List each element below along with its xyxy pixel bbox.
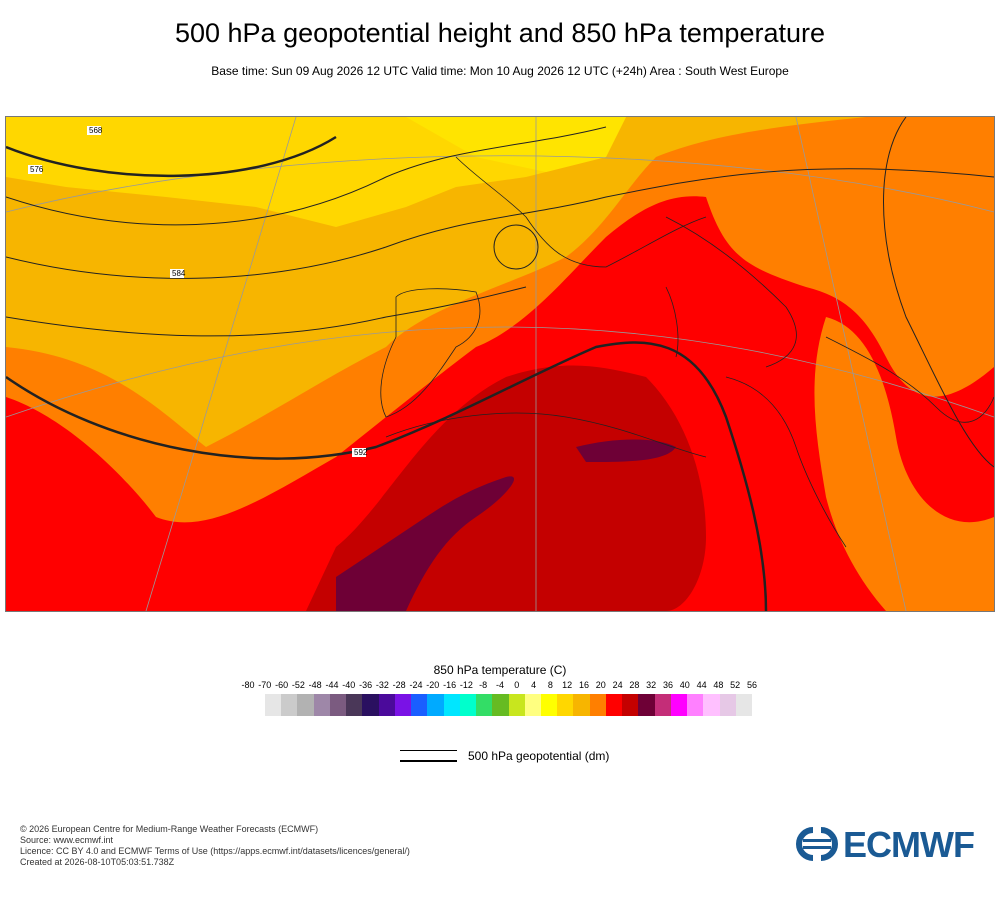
colorbar-tick-label: -40 [342, 680, 356, 690]
contour-label-584: 584 [172, 269, 186, 278]
colorbar-swatch [573, 694, 590, 716]
colorbar-swatch [265, 694, 282, 716]
low-contour [493, 224, 539, 270]
footer: © 2026 European Centre for Medium-Range … [20, 824, 410, 868]
colorbar-tick-label: 4 [531, 680, 537, 690]
colorbar-swatch [459, 694, 477, 716]
colorbar-swatch [589, 694, 606, 716]
colorbar-swatch [411, 694, 428, 716]
colorbar-tick-label: 12 [562, 680, 573, 690]
colorbar-swatch [605, 694, 623, 716]
footer-created: Created at 2026-08-10T05:03:51.738Z [20, 857, 175, 867]
colorbar-tick-label: 40 [679, 680, 690, 690]
graticule [6, 117, 994, 611]
colorbar-tick-label: 24 [612, 680, 623, 690]
footer-source: Source: www.ecmwf.int [20, 835, 114, 845]
colorbar-swatch [346, 694, 363, 716]
colorbar-swatch [329, 694, 347, 716]
colorbar-swatch [508, 694, 525, 716]
ecmwf-logo-text: ECMWF [843, 824, 975, 865]
colorbar-swatch [281, 694, 298, 716]
colorbar-tick-label: 16 [578, 680, 590, 690]
colorbar-swatch [427, 694, 444, 716]
colorbar-tick-label: 36 [662, 680, 674, 690]
colorbar-tick-label: -20 [426, 680, 440, 690]
geopotential-contours [6, 117, 994, 611]
colorbar-tick-label: 56 [746, 680, 758, 690]
colorbar-tick-label: -8 [479, 680, 488, 690]
colorbar-tick-label: 28 [629, 680, 640, 690]
ecmwf-logo-icon [796, 827, 838, 861]
colorbar-tick-label: -16 [443, 680, 457, 690]
colorbar-tick-label: -60 [275, 680, 289, 690]
colorbar-swatch [524, 694, 541, 716]
temp-fill-20-east [814, 317, 994, 611]
colorbar-tick-label: 32 [646, 680, 657, 690]
colorbar-tick-label: -12 [459, 680, 473, 690]
chart-title: 500 hPa geopotential height and 850 hPa … [174, 18, 825, 48]
colorbar-tick-label: -52 [291, 680, 305, 690]
colorbar-swatch [362, 694, 379, 716]
temp-fill-32a [336, 476, 515, 611]
colorbar-tick-label: 0 [514, 680, 520, 690]
colorbar-swatch [476, 694, 493, 716]
colorbar-swatch [492, 694, 509, 716]
contour-label-568: 568 [89, 126, 103, 135]
colorbar-tick-label: 48 [713, 680, 724, 690]
colorbar-swatch [557, 694, 574, 716]
contour-label-group: 568 576 584 592 [28, 126, 368, 457]
colorbar-tick-label: -28 [392, 680, 406, 690]
colorbar-swatch [703, 694, 720, 716]
colorbar-tick-label: -36 [359, 680, 373, 690]
colorbar-tick-label: -44 [325, 680, 339, 690]
colorbar-swatch [622, 694, 639, 716]
colorbar-title: 850 hPa temperature (C) [433, 663, 567, 677]
colorbar-swatch [687, 694, 704, 716]
colorbar-tick-label: 8 [547, 680, 553, 690]
colorbar-tick-labels: -80 -70 -60 -52 -48 -44 -40 -36 -32 -28 -24 -20 -16-… [0, 680, 1000, 694]
colorbar-swatch [297, 694, 314, 716]
colorbar-tick-label: -80 [241, 680, 255, 690]
map-panel[interactable]: 568 576 584 592 [5, 116, 995, 612]
colorbar-swatch [540, 694, 558, 716]
colorbar-tick-label: -24 [409, 680, 423, 690]
temp-fill-32b [576, 439, 676, 462]
footer-copyright: © 2026 European Centre for Medium-Range … [20, 824, 319, 834]
colorbar-tick-label: -70 [258, 680, 272, 690]
colorbar-tick-label: -4 [495, 680, 505, 690]
legend-label: 500 hPa geopotential (dm) [468, 749, 610, 763]
colorbar-tick-label: 20 [595, 680, 606, 690]
colorbar [265, 694, 753, 716]
colorbar-tick-label: 44 [696, 680, 707, 690]
colorbar-swatch [735, 694, 753, 716]
colorbar-tick-label: -32 [375, 680, 389, 690]
colorbar-swatch [394, 694, 412, 716]
colorbar-swatch [313, 694, 330, 716]
colorbar-swatch [443, 694, 460, 716]
chart-subtitle: Base time: Sun 09 Aug 2026 12 UTC Valid … [211, 64, 789, 78]
colorbar-swatch [638, 694, 655, 716]
colorbar-swatch [670, 694, 688, 716]
colorbar-swatch [654, 694, 671, 716]
colorbar-tick-label: -48 [308, 680, 322, 690]
contour-label-576: 576 [30, 165, 44, 174]
colorbar-swatch [378, 694, 395, 716]
colorbar-tick-label: 52 [730, 680, 741, 690]
footer-licence: Licence: CC BY 4.0 and ECMWF Terms of Us… [20, 846, 410, 856]
colorbar-swatch [719, 694, 736, 716]
contour-label-592: 592 [354, 448, 368, 457]
legend-line-symbol [400, 750, 457, 762]
map-svg: 568 576 584 592 [6, 117, 994, 611]
